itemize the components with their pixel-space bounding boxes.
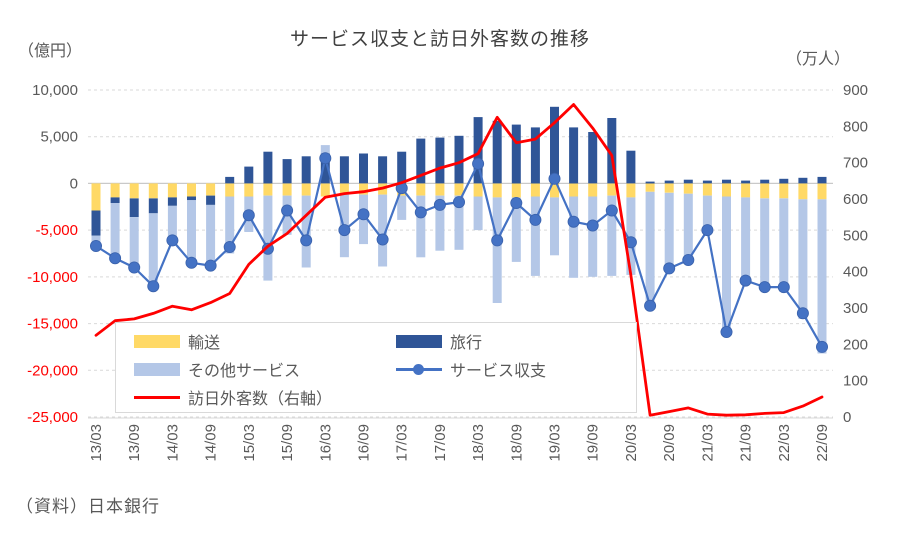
legend-item-transport: 輸送: [134, 327, 396, 355]
svg-text:17/03: 17/03: [394, 424, 411, 462]
svg-text:18/03: 18/03: [470, 424, 487, 462]
right-axis-tick-labels: 900 800 700 600 500 400 300 200 100 0: [843, 82, 868, 426]
services-balance-line: [90, 152, 829, 353]
svg-text:21/03: 21/03: [699, 424, 716, 462]
services-balance-marker-icon: [413, 363, 424, 375]
svg-text:-25,000: -25,000: [27, 409, 78, 426]
left-axis-unit-label: （億円）: [18, 43, 83, 60]
svg-text:-5,000: -5,000: [35, 222, 78, 239]
svg-text:22/03: 22/03: [776, 424, 793, 462]
svg-text:800: 800: [843, 118, 868, 135]
legend-label-transport: 輸送: [188, 335, 221, 352]
chart-legend: 輸送 旅行 その他サービス サービス収支 訪日外客数（右軸）: [115, 322, 637, 413]
legend-label-visitors: 訪日外客数（右軸）: [188, 391, 333, 408]
other-services-bar-swatch: [134, 362, 180, 376]
svg-text:100: 100: [843, 373, 868, 390]
svg-text:15/03: 15/03: [241, 424, 258, 462]
svg-text:600: 600: [843, 191, 868, 208]
visitors-line-swatch: [134, 395, 180, 399]
legend-item-other-services: その他サービス: [134, 355, 396, 383]
legend-item-services-balance: サービス収支: [396, 355, 636, 383]
legend-label-other-services: その他サービス: [188, 363, 301, 380]
svg-text:0: 0: [70, 175, 78, 192]
visitors-line: [94, 103, 824, 417]
svg-text:10,000: 10,000: [32, 82, 78, 99]
legend-item-travel: 旅行: [396, 327, 636, 355]
svg-text:15/09: 15/09: [279, 424, 296, 462]
svg-text:500: 500: [843, 227, 868, 244]
svg-text:16/09: 16/09: [356, 424, 373, 462]
svg-text:20/03: 20/03: [623, 424, 640, 462]
svg-text:21/09: 21/09: [738, 424, 755, 462]
travel-bar-swatch: [396, 334, 442, 348]
source-note: （資料）日本銀行: [16, 497, 160, 516]
svg-text:400: 400: [843, 264, 868, 281]
right-axis-unit-label: （万人）: [786, 51, 851, 68]
svg-text:700: 700: [843, 155, 868, 172]
legend-label-services-balance: サービス収支: [450, 363, 547, 380]
legend-item-visitors: 訪日外客数（右軸）: [134, 383, 396, 411]
left-axis-tick-labels: 10,000 5,000 0 -5,000 -10,000 -15,000 -20,000 -…: [27, 82, 78, 426]
svg-text:16/03: 16/03: [317, 424, 334, 462]
svg-text:17/09: 17/09: [432, 424, 449, 462]
transport-bar-swatch: [134, 334, 180, 348]
stacked-bars: [91, 106, 827, 354]
x-axis-tick-labels: 13/03 13/09 14/03 14/09 15/03 15/09 16/03 16/09…: [88, 424, 831, 462]
svg-text:-15,000: -15,000: [27, 316, 78, 333]
svg-text:22/09: 22/09: [814, 424, 831, 462]
svg-text:-10,000: -10,000: [27, 269, 78, 286]
svg-text:300: 300: [843, 300, 868, 317]
svg-text:200: 200: [843, 336, 868, 353]
legend-label-travel: 旅行: [450, 335, 483, 352]
svg-text:0: 0: [843, 409, 851, 426]
chart-title: サービス収支と訪日外客数の推移: [289, 29, 590, 50]
svg-text:14/09: 14/09: [203, 424, 220, 462]
svg-text:14/03: 14/03: [164, 424, 181, 462]
svg-text:5,000: 5,000: [40, 129, 78, 146]
svg-text:900: 900: [843, 82, 868, 99]
svg-text:20/09: 20/09: [661, 424, 678, 462]
svg-text:-20,000: -20,000: [27, 362, 78, 379]
svg-text:13/03: 13/03: [88, 424, 105, 462]
svg-text:18/09: 18/09: [508, 424, 525, 462]
svg-text:19/09: 19/09: [585, 424, 602, 462]
svg-text:19/03: 19/03: [547, 424, 564, 462]
services-balance-line-swatch: [396, 363, 442, 375]
svg-text:13/09: 13/09: [126, 424, 143, 462]
